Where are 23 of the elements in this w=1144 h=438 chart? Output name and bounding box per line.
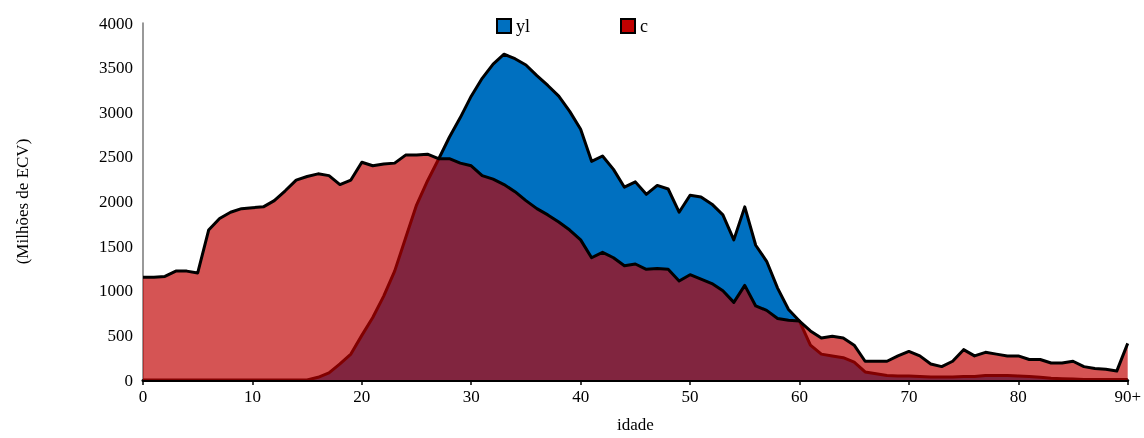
x-tick-label: 60: [790, 387, 808, 406]
x-tick-label: 0: [138, 387, 148, 406]
legend-label: c: [640, 16, 649, 36]
x-tick-label: 50: [681, 387, 699, 406]
x-tick-label: 30: [462, 387, 480, 406]
y-tick-label: 3500: [99, 58, 133, 78]
x-tick-label: 90+: [1114, 387, 1141, 406]
y-tick-label: 0: [124, 370, 133, 390]
x-tick-label: 70: [900, 387, 918, 406]
y-tick-label: 2500: [99, 147, 133, 167]
x-tick-label: 10: [243, 387, 261, 406]
y-tick-label: 1000: [99, 281, 133, 301]
x-axis-title: idade: [616, 415, 654, 434]
y-tick-label: 2000: [99, 192, 133, 211]
legend-label: yl: [516, 16, 531, 36]
x-tick-label: 20: [353, 387, 371, 406]
x-tick-label: 80: [1009, 387, 1027, 406]
y-tick-label: 4000: [99, 13, 133, 33]
x-tick-label: 40: [572, 387, 590, 406]
y-tick-label: 3000: [99, 102, 133, 122]
y-axis-title: (Milhões de ECV): [13, 138, 32, 265]
y-tick-label: 1500: [99, 236, 133, 256]
y-tick-label: 500: [107, 325, 133, 345]
